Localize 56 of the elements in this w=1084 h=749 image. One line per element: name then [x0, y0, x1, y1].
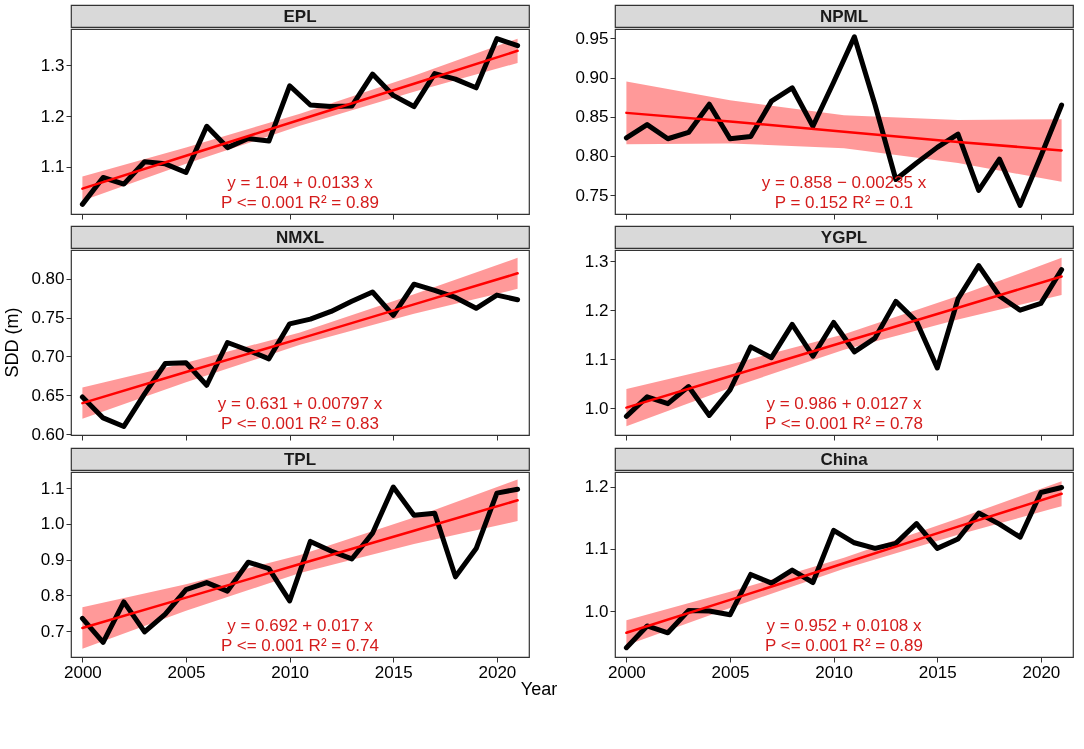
y-tick-label: 1.0 [40, 514, 65, 534]
y-tick-label: 0.7 [40, 621, 65, 641]
x-tick-label: 2015 [918, 662, 957, 682]
annotation: y = 0.952 + 0.0108 x [766, 616, 922, 635]
chart-title: NMXL [275, 228, 325, 247]
x-tick-label: 2010 [815, 662, 854, 682]
chart-title: China [820, 450, 869, 469]
annotation: y = 0.986 + 0.0127 x [766, 394, 922, 413]
annotation: y = 0.692 + 0.017 x [227, 616, 374, 635]
chart-title: TPL [283, 450, 317, 469]
x-tick-label: 2005 [167, 662, 206, 682]
y-tick-label: 1.2 [584, 300, 609, 320]
y-tick-label: 0.70 [31, 346, 65, 366]
y-tick-label: 0.95 [575, 28, 609, 48]
x-tick-label: 2000 [63, 662, 102, 682]
y-tick-label: 1.1 [584, 349, 609, 369]
x-tick-label: 2010 [271, 662, 310, 682]
annotation: P <= 0.001 R² = 0.83 [221, 414, 379, 433]
y-tick-label: 1.2 [584, 477, 609, 497]
annotation: y = 0.631 + 0.00797 x [217, 394, 383, 413]
y-tick-label: 1.2 [40, 106, 65, 126]
x-tick-label: 2020 [1022, 662, 1061, 682]
line-series [625, 111, 1063, 152]
y-tick-label: 1.0 [584, 398, 609, 418]
y-tick-label: 0.80 [31, 269, 65, 289]
annotation: P <= 0.001 R² = 0.89 [765, 636, 923, 655]
y-tick-label: 0.90 [575, 68, 609, 88]
annotation: P = 0.152 R² = 0.1 [774, 193, 914, 212]
y-tick-label: 1.3 [40, 55, 65, 75]
y-tick-label: 1.0 [584, 601, 609, 621]
x-tick-label: 2000 [607, 662, 646, 682]
x-axis-title: Year [520, 678, 558, 699]
chart-title: YGPL [820, 228, 868, 247]
y-axis-title: SDD (m) [2, 307, 23, 378]
y-tick-label: 0.8 [40, 585, 65, 605]
x-tick-label: 2020 [478, 662, 517, 682]
x-tick-label: 2015 [374, 662, 413, 682]
chart-title: EPL [283, 7, 317, 26]
y-tick-label: 0.80 [575, 146, 609, 166]
y-tick-label: 0.60 [31, 424, 65, 444]
y-tick-label: 0.75 [31, 308, 65, 328]
y-tick-label: 0.9 [40, 550, 65, 570]
annotation: P <= 0.001 R² = 0.74 [221, 636, 379, 655]
annotation: y = 1.04 + 0.0133 x [227, 173, 374, 192]
annotation: P <= 0.001 R² = 0.78 [765, 414, 923, 433]
annotation: P <= 0.001 R² = 0.89 [221, 193, 379, 212]
y-tick-label: 0.65 [31, 385, 65, 405]
y-tick-label: 0.85 [575, 107, 609, 127]
y-tick-label: 0.75 [575, 185, 609, 205]
chart-title: NPML [819, 7, 869, 26]
y-tick-label: 1.1 [40, 478, 65, 498]
y-tick-label: 1.1 [584, 539, 609, 559]
x-tick-label: 2005 [711, 662, 750, 682]
annotation: y = 0.858 − 0.00235 x [761, 173, 927, 192]
y-tick-label: 1.3 [584, 251, 609, 271]
y-tick-label: 1.1 [40, 157, 65, 177]
